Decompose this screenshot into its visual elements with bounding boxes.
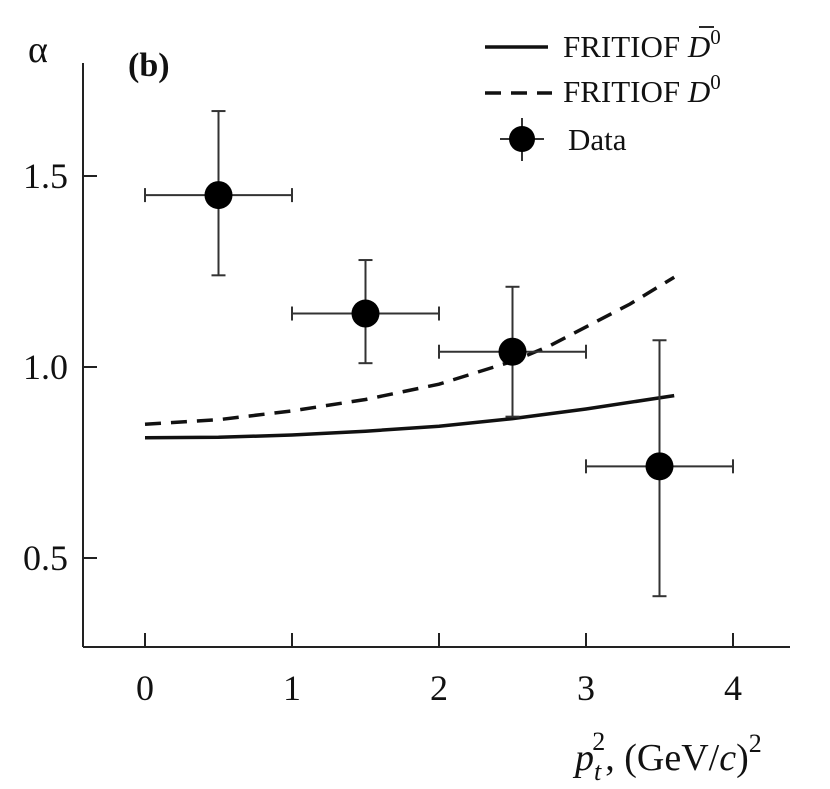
x-axis-label-superscript: 2 [592,727,605,756]
legend-label-fritiof-dbar0-prefix: FRITIOF [563,29,688,64]
data-point-2 [498,337,527,366]
data-point-1 [351,299,380,328]
panel-label: (b) [128,47,170,84]
y-axis-label: α [28,29,48,71]
x-axis-label: pt2, (GeV/c)2 [572,727,762,786]
legend-label-fritiof-d0-superscript: 0 [710,70,721,94]
legend-label-fritiof-d0-symbol: D [687,74,710,109]
x-axis-label-unit-open: , (GeV/ [605,737,719,779]
legend-label-fritiof-d0: FRITIOF D0 [563,70,721,109]
x-tick-label-4: 4 [724,668,742,708]
x-tick-label-2: 2 [430,668,448,708]
legend-label-data: Data [568,122,627,157]
axis-ticks: 0 1 2 3 4 0.5 1.0 1.5 [23,156,742,708]
data-point-3 [645,452,674,481]
x-axis-label-unit-c: c [719,737,736,779]
legend-data-marker [509,126,535,152]
x-tick-label-1: 1 [283,668,301,708]
legend-label-fritiof-dbar0-superscript: 0 [710,25,721,49]
x-axis-label-variable: p [572,737,594,779]
fritiof-dbar0-curve [144,393,675,440]
x-tick-label-0: 0 [136,668,154,708]
x-tick-label-3: 3 [577,668,595,708]
data-points [144,110,734,598]
x-axis-label-subscript: t [594,757,602,786]
legend: FRITIOF D0 FRITIOF D0 Data [485,25,721,161]
legend-label-fritiof-d0-prefix: FRITIOF [563,74,688,109]
y-tick-label-2: 1.5 [23,156,68,196]
y-tick-label-1: 1.0 [23,347,68,387]
data-point-0 [204,181,233,210]
y-tick-label-0: 0.5 [23,538,68,578]
legend-label-fritiof-dbar0: FRITIOF D0 [563,25,721,64]
fritiof-d0-curve [144,275,676,427]
x-axis-label-unit-close: ) [736,737,749,779]
model-curves [144,275,676,440]
x-axis-label-unit-superscript: 2 [749,729,762,758]
legend-label-fritiof-dbar0-symbol: D [687,29,710,64]
